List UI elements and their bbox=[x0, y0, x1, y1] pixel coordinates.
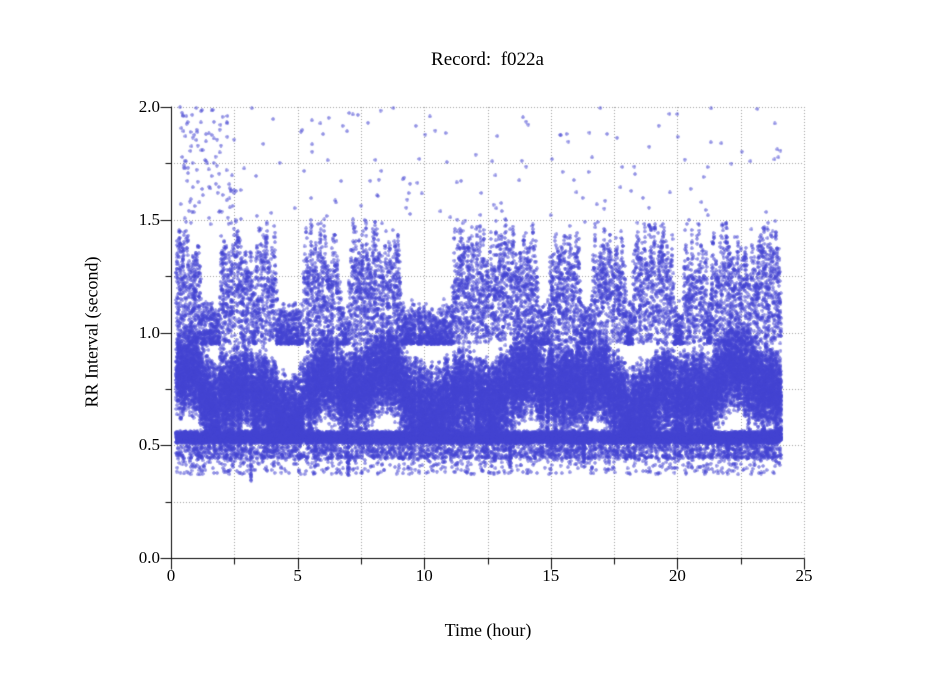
x-tick-label: 5 bbox=[293, 566, 302, 585]
x-tick-label: 10 bbox=[415, 566, 433, 585]
chart-title: Record: f022a bbox=[431, 49, 544, 70]
x-tick-label: 25 bbox=[795, 566, 813, 585]
y-axis-label: RR Interval (second) bbox=[81, 256, 102, 408]
x-tick-label: 20 bbox=[668, 566, 686, 585]
y-tick-label: 1.0 bbox=[138, 322, 160, 342]
x-axis-label: Time (hour) bbox=[444, 620, 532, 640]
y-tick-label: 0.5 bbox=[138, 435, 160, 455]
y-tick-label: 2.0 bbox=[138, 97, 160, 116]
x-tick-label: 15 bbox=[542, 566, 560, 585]
x-tick-label: 0 bbox=[166, 566, 176, 585]
y-tick-label: 1.5 bbox=[138, 209, 160, 229]
y-tick-label: 0.0 bbox=[138, 548, 160, 567]
